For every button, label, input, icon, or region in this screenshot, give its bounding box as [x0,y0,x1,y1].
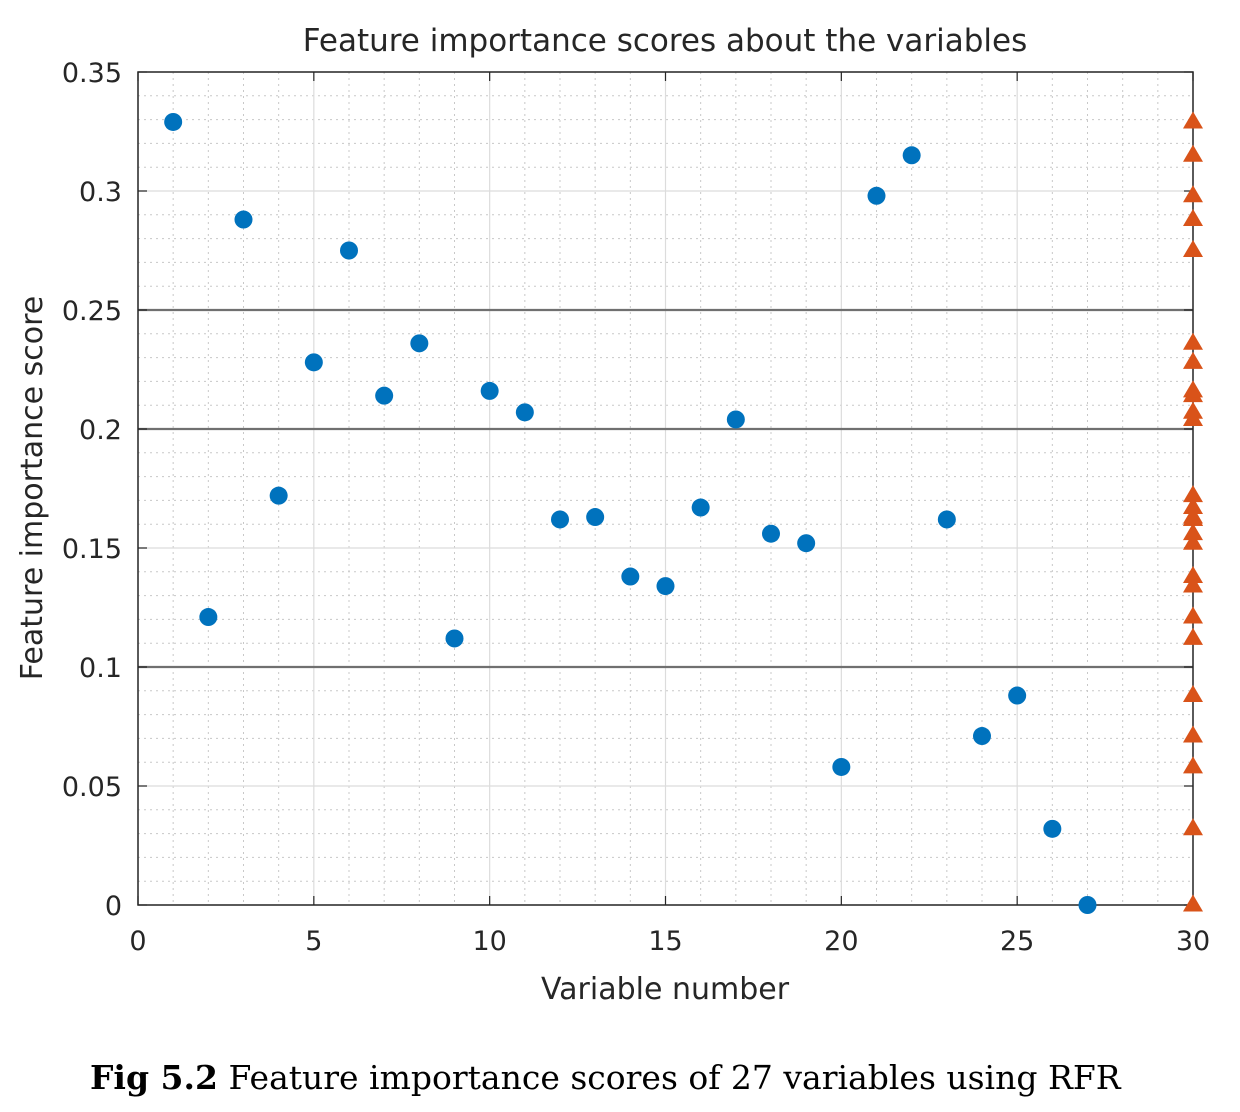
data-point [164,112,183,131]
y-tick-label: 0.15 [62,534,122,565]
data-point [234,210,253,229]
data-point [1078,896,1097,914]
data-point-triangle [1183,756,1203,774]
scatter-chart: 0 5 10 15 20 25 30 0 0.05 0.1 0.15 0.2 0.25 0.3 0.35 … [15,23,1210,1007]
data-point [797,534,816,553]
data-point-triangle [1183,144,1203,162]
data-point-triangle [1183,351,1203,369]
y-tick-label: 0.05 [62,772,122,803]
data-point [762,524,780,543]
chart-title: Feature importance scores about the vari… [303,23,1028,59]
data-point [269,486,288,505]
y-tick-label: 0.2 [79,415,122,446]
y-axis-title: Feature importance score [15,296,50,680]
data-point-triangle [1183,111,1203,129]
data-point [586,508,605,527]
data-point-triangle [1183,408,1203,426]
x-tick-label: 0 [129,926,146,957]
data-point-triangle [1183,485,1203,503]
x-axis-title: Variable number [541,972,790,1007]
data-points [164,111,1203,914]
data-point [937,510,956,529]
x-tick-label: 25 [1000,926,1034,957]
data-point-triangle [1183,725,1203,743]
caption-text: Feature importance scores of 27 variable… [217,1058,1121,1097]
x-tick-label: 5 [305,926,322,957]
y-tick-label: 0.25 [62,296,122,327]
data-point-triangle [1183,508,1203,526]
y-tick-label: 0.1 [79,653,122,684]
data-point [973,727,991,746]
x-tick-label: 15 [648,926,682,957]
data-point-triangle [1183,523,1203,541]
data-point [902,146,921,165]
data-point [621,567,640,586]
data-point [304,353,323,372]
data-point [515,403,534,422]
data-point-triangle [1183,575,1203,593]
data-point [867,186,886,205]
data-point-triangle [1183,818,1203,836]
data-point [832,757,851,776]
data-point-triangle [1183,332,1203,350]
y-axis-ticks: 0 0.05 0.1 0.15 0.2 0.25 0.3 0.35 [62,58,1193,922]
data-point [410,334,429,353]
data-point [340,241,358,260]
x-axis-ticks: 0 5 10 15 20 25 30 [129,72,1210,957]
figure-caption: Fig 5.2 Feature importance scores of 27 … [90,1058,1230,1097]
data-point-triangle [1183,566,1203,584]
data-point [1008,686,1027,705]
data-point-triangle [1183,497,1203,514]
y-tick-label: 0 [105,891,122,922]
data-point-triangle [1183,685,1203,703]
y-tick-label: 0.35 [62,58,122,89]
data-point-triangle [1183,627,1203,645]
data-point [551,510,569,529]
data-point [1043,819,1062,838]
data-point [691,498,710,517]
data-point [199,608,218,627]
data-point [726,410,745,429]
figure-number: Fig 5.2 [90,1058,218,1097]
y-tick-label: 0.3 [79,177,122,208]
data-point-triangle [1183,380,1203,398]
data-point [375,386,394,405]
data-point-triangle [1183,894,1203,912]
reference-lines [138,308,1193,669]
data-point [480,381,499,400]
data-point-triangle [1183,209,1203,227]
data-point-triangle [1183,185,1203,203]
data-point-triangle [1183,532,1203,550]
x-tick-label: 10 [472,926,506,957]
data-point [445,629,464,648]
data-point-triangle [1183,606,1203,624]
x-tick-label: 30 [1176,926,1210,957]
x-tick-label: 20 [824,926,858,957]
data-point [656,577,675,596]
data-point-triangle [1183,239,1203,257]
